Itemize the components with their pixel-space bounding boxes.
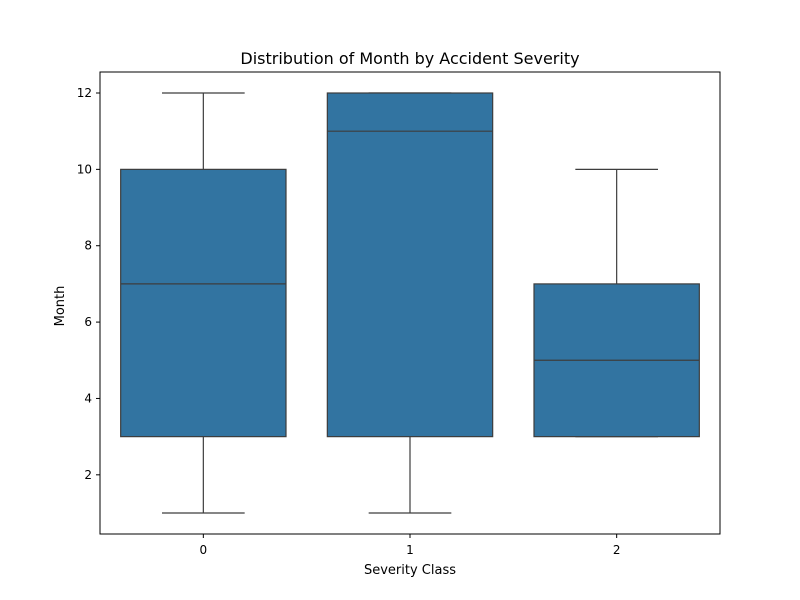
y-tick-label-5: 12 (77, 86, 92, 100)
x-axis-label: Severity Class (364, 563, 456, 578)
y-tick-label-2: 6 (84, 315, 92, 329)
x-tick-label-1: 1 (406, 543, 414, 557)
chart-title: Distribution of Month by Accident Severi… (240, 49, 579, 68)
y-tick-label-3: 8 (84, 239, 92, 253)
plot-frame (99, 71, 721, 535)
box-1 (326, 92, 494, 438)
y-tick-label-0: 2 (84, 468, 92, 482)
x-tick-label-2: 2 (613, 543, 621, 557)
y-axis-label: Month (53, 286, 68, 327)
y-tick-label-1: 4 (84, 391, 92, 405)
box-0 (120, 168, 287, 438)
y-tick-label-4: 10 (77, 162, 92, 176)
x-tick-label-0: 0 (200, 543, 208, 557)
